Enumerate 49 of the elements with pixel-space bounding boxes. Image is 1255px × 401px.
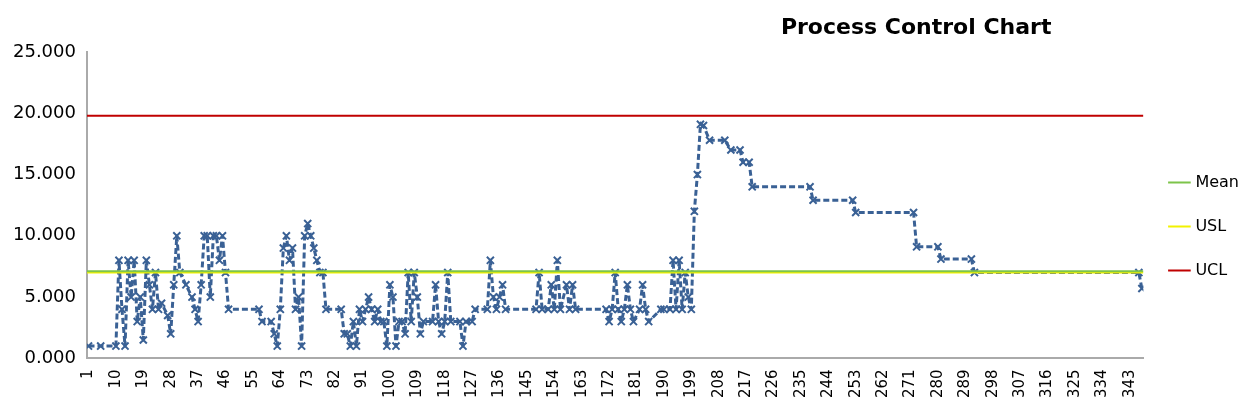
x-tick-label: 217 [736,369,754,399]
x-tick-label: 82 [325,369,343,389]
x-tick-label: 136 [489,369,508,399]
x-tick-label: 208 [708,369,727,399]
y-tick-label: 25.000 [13,39,76,61]
x-tick-label: 55 [242,369,261,389]
x-tick-label: 1 [78,369,97,379]
legend-label: Mean [1195,171,1239,191]
x-tick-label: 19 [133,369,152,389]
x-tick-label: 154 [544,369,563,399]
y-tick-label: 15.000 [13,162,76,184]
y-tick-label: 10.000 [13,223,76,245]
x-tick-label: 10 [105,369,124,389]
x-tick-label: 73 [297,369,316,389]
x-tick-label: 253 [845,369,864,399]
x-tick-label: 145 [516,369,535,399]
x-tick-label: 334 [1092,369,1111,399]
y-tick-label: 0.000 [24,346,76,368]
x-tick-label: 316 [1037,369,1056,399]
x-tick-label: 127 [462,369,480,399]
x-tick-label: 343 [1119,369,1138,399]
x-tick-label: 199 [681,369,700,399]
x-tick-label: 226 [763,369,782,399]
y-tick-label: 20.000 [13,100,76,122]
legend-label: USL [1195,215,1227,235]
x-tick-label: 271 [900,369,919,399]
x-tick-label: 262 [873,369,891,399]
x-tick-label: 28 [160,369,179,389]
x-tick-label: 181 [626,369,645,399]
x-tick-label: 280 [927,369,946,399]
x-tick-label: 163 [571,369,590,399]
x-tick-label: 244 [818,369,837,399]
x-tick-label: 118 [434,369,453,399]
x-tick-label: 100 [379,369,398,399]
x-tick-label: 298 [982,369,1001,399]
x-tick-label: 325 [1064,369,1083,399]
x-tick-label: 190 [653,369,672,399]
x-tick-label: 289 [955,369,974,399]
legend-label: UCL [1195,259,1228,279]
x-tick-label: 235 [790,369,809,399]
x-tick-label: 307 [1010,369,1028,399]
chart-title: Process Control Chart [780,13,1052,39]
y-tick-label: 5.000 [24,284,76,306]
x-tick-label: 172 [599,369,617,399]
x-tick-label: 46 [215,369,234,389]
x-tick-label: 109 [407,369,426,399]
x-tick-label: 64 [270,369,289,389]
x-tick-label: 37 [188,369,206,389]
x-tick-label: 91 [352,369,371,389]
